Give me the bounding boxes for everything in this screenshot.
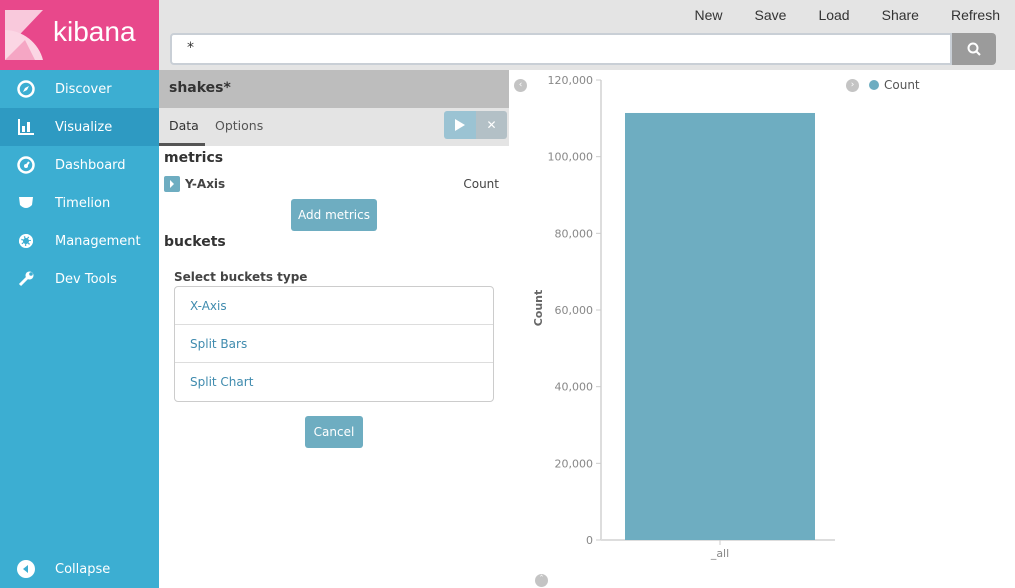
close-icon: ✕ [486, 118, 497, 132]
search-icon [967, 42, 981, 56]
expand-spy-button[interactable]: ˆ [535, 574, 548, 587]
x-tick-label: _all [710, 547, 729, 560]
load-button[interactable]: Load [818, 7, 850, 23]
collapse-icon [17, 560, 35, 578]
y-axis-label[interactable]: Y-Axis [185, 177, 226, 191]
sidebar-item-dev-tools[interactable]: Dev Tools [0, 260, 159, 298]
index-pattern-title: shakes* [159, 70, 509, 108]
chart-area: ‹ › ˆ Count Count 0 20,000 40,000 60,000 80,… [509, 70, 1015, 588]
wrench-icon [18, 271, 34, 287]
y-tick-label: 20,000 [555, 457, 594, 470]
gear-icon [19, 234, 33, 248]
y-axis-title: Count [532, 290, 545, 327]
collapse-editor-button[interactable]: ‹ [514, 79, 527, 92]
legend-item[interactable]: Count [869, 78, 920, 92]
legend-swatch [869, 80, 879, 90]
y-tick-label: 80,000 [555, 227, 594, 240]
chevron-left-icon: ‹ [518, 80, 523, 90]
save-button[interactable]: Save [754, 7, 787, 23]
tab-options[interactable]: Options [215, 118, 264, 133]
bar-chart: Count 0 20,000 40,000 60,000 80,000 100,000 12… [532, 74, 835, 560]
y-tick-label: 0 [586, 534, 593, 547]
sidebar-item-label: Dashboard [55, 157, 126, 173]
tab-data[interactable]: Data [169, 118, 199, 133]
kibana-logo[interactable]: kibana [0, 0, 159, 70]
toggle-legend-button[interactable]: › [846, 79, 859, 92]
search-button[interactable] [952, 33, 996, 65]
sidebar-item-timelion[interactable]: Timelion [0, 184, 159, 222]
y-tick-label: 120,000 [548, 74, 594, 87]
y-axis-aggregation: Count [463, 177, 499, 191]
sidebar-item-discover[interactable]: Discover [0, 70, 159, 108]
bucket-type-split-bars[interactable]: Split Bars [175, 325, 493, 363]
bar [625, 112, 815, 540]
bucket-type-split-chart[interactable]: Split Chart [190, 375, 254, 389]
y-tick-label: 100,000 [548, 151, 594, 164]
collapse-button[interactable]: Collapse [0, 550, 159, 588]
apply-button[interactable] [444, 111, 476, 139]
active-tab-indicator [159, 143, 205, 146]
bucket-type-list: X-Axis Split Bars Split Chart [174, 286, 494, 402]
sidebar-item-label: Management [55, 233, 141, 249]
editor-panel: shakes* Data Options ✕ metrics Y-Axis Co… [159, 70, 509, 588]
top-bar: New Save Load Share Refresh * [159, 0, 1015, 70]
play-icon [455, 119, 465, 131]
select-buckets-label: Select buckets type [174, 270, 308, 284]
collapse-label: Collapse [55, 561, 111, 577]
dashboard-icon [17, 156, 35, 174]
bar-chart-icon [18, 119, 34, 135]
refresh-button[interactable]: Refresh [950, 7, 1000, 23]
cancel-button[interactable]: Cancel [305, 416, 363, 448]
caret-right-icon [170, 180, 174, 188]
sidebar-item-dashboard[interactable]: Dashboard [0, 146, 159, 184]
expand-y-axis-toggle[interactable] [164, 176, 180, 192]
y-tick-label: 60,000 [555, 304, 594, 317]
legend-label: Count [884, 78, 920, 92]
sidebar-item-label: Visualize [55, 119, 113, 135]
chevron-up-icon: ˆ [539, 575, 544, 585]
add-metrics-button[interactable]: Add metrics [291, 199, 377, 231]
new-button[interactable]: New [694, 7, 723, 23]
sidebar: kibana Discover Visualize Dashboard Timelio… [0, 0, 159, 588]
timelion-icon [19, 197, 33, 208]
sidebar-item-label: Discover [55, 81, 112, 97]
sidebar-item-label: Dev Tools [55, 271, 117, 287]
buckets-heading: buckets [164, 234, 226, 250]
compass-icon [17, 80, 35, 98]
chevron-right-icon: › [850, 80, 855, 90]
metrics-heading: metrics [164, 150, 224, 166]
sidebar-item-visualize[interactable]: Visualize [0, 108, 159, 146]
discard-button[interactable]: ✕ [476, 111, 507, 139]
sidebar-item-label: Timelion [55, 195, 111, 211]
sidebar-item-management[interactable]: Management [0, 222, 159, 260]
share-button[interactable]: Share [881, 7, 919, 23]
kibana-logo-icon [5, 10, 43, 60]
search-input[interactable]: * [170, 33, 952, 65]
y-tick-label: 40,000 [555, 381, 594, 394]
bucket-type-x-axis[interactable]: X-Axis [175, 287, 493, 325]
